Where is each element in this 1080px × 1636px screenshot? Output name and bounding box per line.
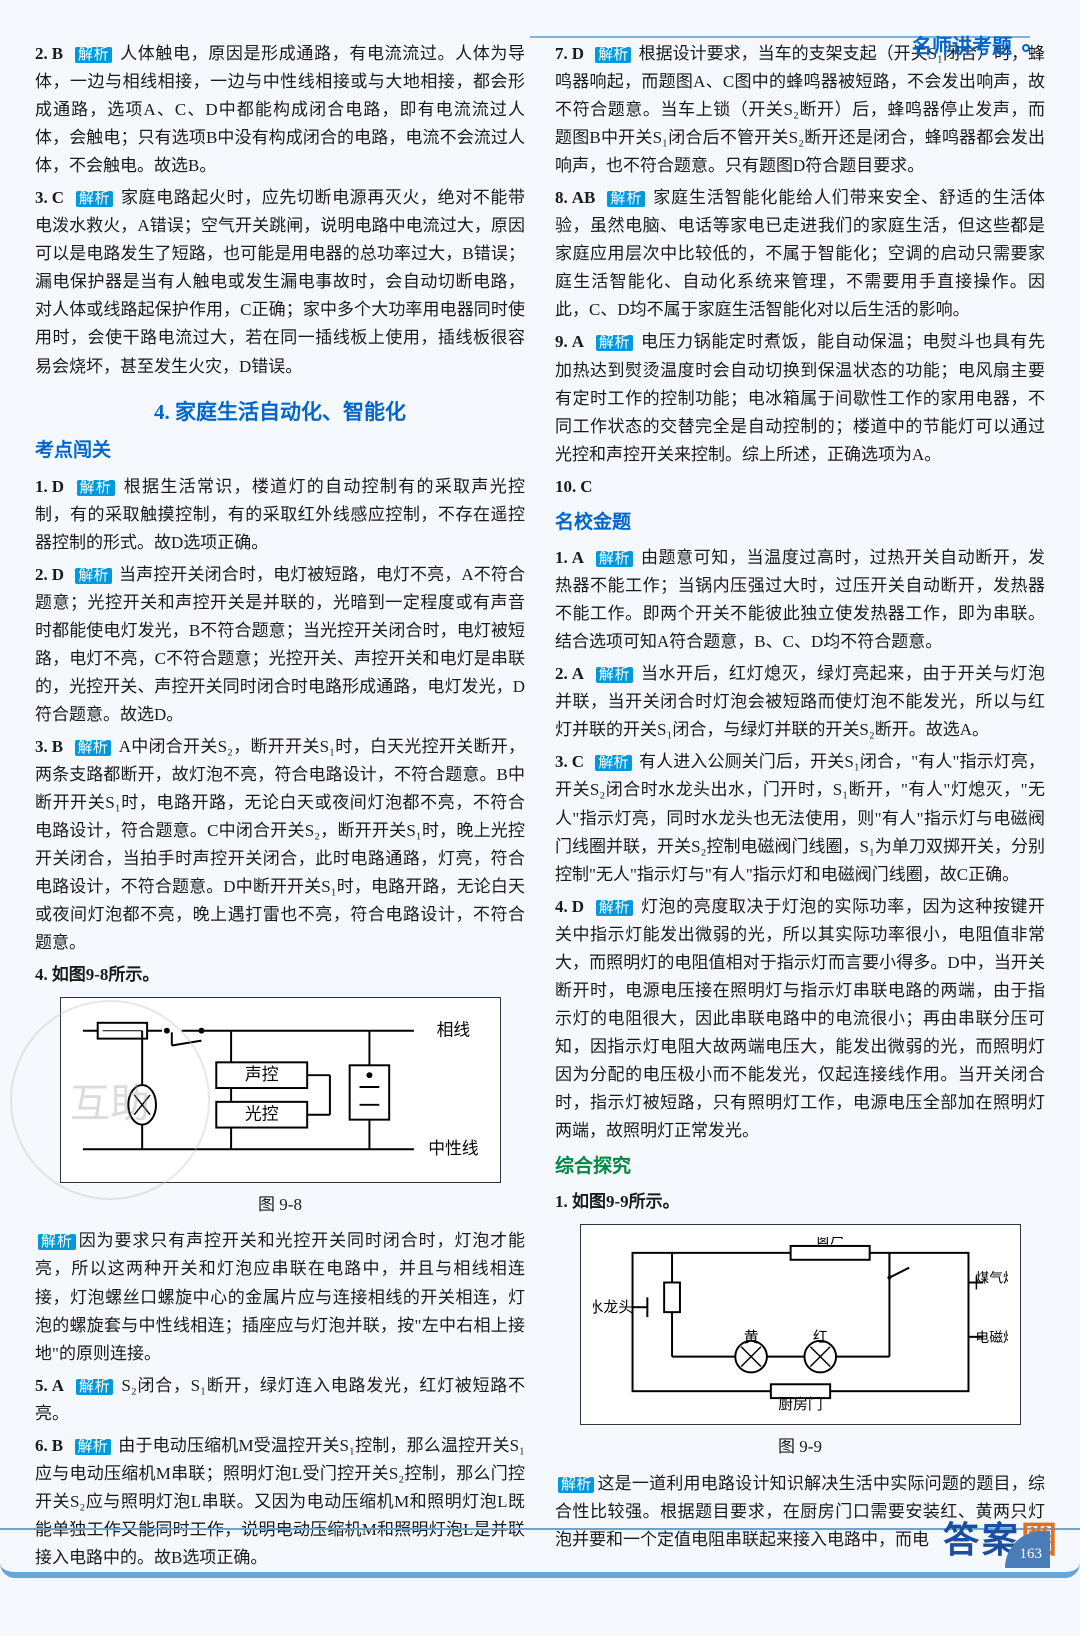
- question-item: 2.D 解析 当声控开关闭合时，电灯被短路，电灯不亮，A不符合题意；光控开关和声…: [35, 561, 525, 729]
- after-diagram-text: 解析因为要求只有声控开关和光控开关同时闭合时，灯泡才能亮，所以这两种开关和灯泡应…: [35, 1227, 525, 1367]
- diagram-9-8-caption: 图 9-8: [35, 1191, 525, 1219]
- kaodian-title: 考点闯关: [35, 435, 525, 466]
- svg-text:相线: 相线: [436, 1021, 470, 1040]
- svg-text:煤气灶: 煤气灶: [975, 1271, 1008, 1286]
- diagram-9-9-caption: 图 9-9: [555, 1433, 1045, 1461]
- svg-text:红: 红: [812, 1329, 827, 1346]
- svg-text:窗户: 窗户: [815, 1237, 845, 1247]
- svg-text:电磁炉: 电磁炉: [975, 1330, 1008, 1345]
- question-item: 3.C 解析 家庭电路起火时，应先切断电源再灭火，绝对不能带电泼水救火，A错误；…: [35, 184, 525, 380]
- svg-text:水龙头: 水龙头: [593, 1300, 633, 1317]
- svg-text:中性线: 中性线: [428, 1140, 479, 1159]
- svg-text:黄: 黄: [743, 1329, 758, 1346]
- right-column: 7.D 解析 根据设计要求，当车的支架支起（开关S₁闭合）时，蜂鸣器响起，而题图…: [555, 40, 1045, 1576]
- section-4-title: 4. 家庭生活自动化、智能化: [35, 395, 525, 430]
- left-column: 2.B 解析 人体触电，原因是形成通路，有电流流过。人体为导体，一边与相线相接，…: [35, 40, 525, 1576]
- diagram-9-9: 窗户 水龙头 黄 红: [580, 1224, 1021, 1425]
- question-item: 1.D 解析 根据生活常识，楼道灯的自动控制有的采取声光控制，有的采取触摸控制，…: [35, 473, 525, 557]
- header-title: 名师讲考题: [912, 30, 1030, 59]
- svg-text:厨房门: 厨房门: [778, 1396, 822, 1412]
- question-item: 9.A 解析 电压力锅能定时煮饭，能自动保温；电熨斗也具有先加热达到熨烫温度时会…: [555, 328, 1045, 468]
- question-item: 2.B 解析 人体触电，原因是形成通路，有电流流过。人体为导体，一边与相线相接，…: [35, 40, 525, 180]
- question-item: 3.C 解析 有人进入公厕关门后，开关S₁闭合，"有人"指示灯亮，开关S₂闭合时…: [555, 748, 1045, 888]
- zonghe-item-1: 1. 如图9-9所示。: [555, 1188, 1045, 1216]
- question-item: 7.D 解析 根据设计要求，当车的支架支起（开关S₁闭合）时，蜂鸣器响起，而题图…: [555, 40, 1045, 180]
- question-item: 2.A 解析 当水开后，红灯熄灭，绿灯亮起来，由于开关与灯泡并联，当开关闭合时灯…: [555, 660, 1045, 744]
- question-item: 1.A 解析 由题意可知，当温度过高时，过热开关自动断开，发热器不能工作；当锅内…: [555, 544, 1045, 656]
- question-item: 8.AB 解析 家庭生活智能化能给人们带来安全、舒适的生活体验，虽然电脑、电话等…: [555, 184, 1045, 324]
- header-circle-icon: [1022, 44, 1030, 52]
- footer-border: [0, 1528, 1080, 1578]
- question-item: 3.B 解析 A中闭合开关S₂，断开开关S₁时，白天光控开关断开，两条支路都断开…: [35, 733, 525, 957]
- question-item: 4.如图9-8所示。: [35, 961, 525, 989]
- question-item: 4.D 解析 灯泡的亮度取决于灯泡的实际功率，因为这种按键开关中指示灯能发出微弱…: [555, 893, 1045, 1145]
- svg-text:声控: 声控: [244, 1066, 278, 1085]
- diagram-9-8: 声控 光控 相线 中性线: [60, 997, 501, 1183]
- question-item: 10.C: [555, 473, 1045, 501]
- zonghe-title: 综合探究: [555, 1151, 1045, 1182]
- mingxiao-title: 名校金题: [555, 507, 1045, 538]
- svg-text:光控: 光控: [244, 1105, 278, 1124]
- question-item: 5.A 解析 S₂闭合，S₁断开，绿灯连入电路发光，红灯被短路不亮。: [35, 1372, 525, 1428]
